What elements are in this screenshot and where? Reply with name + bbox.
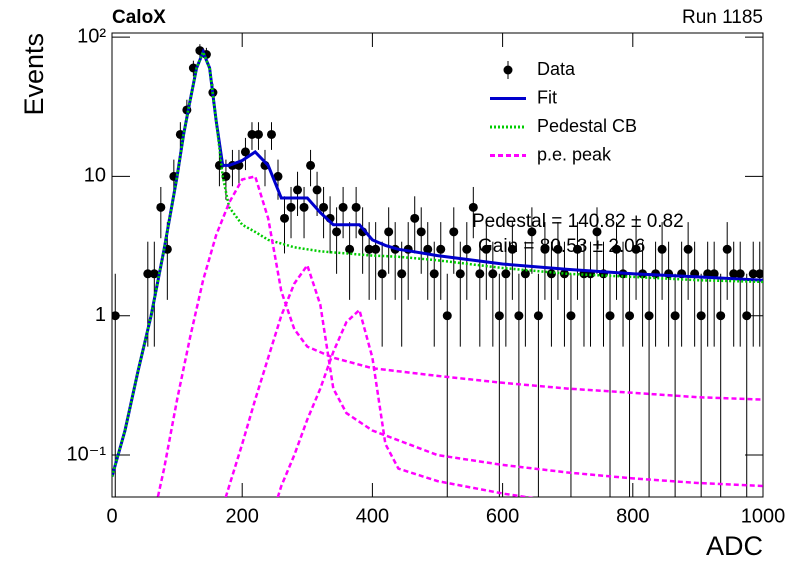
data-point — [410, 213, 420, 223]
data-point — [455, 269, 465, 279]
data-point — [729, 269, 739, 279]
data-point — [501, 269, 511, 279]
fit-curve — [156, 174, 763, 497]
fit-curve — [112, 48, 763, 478]
data-point — [540, 244, 550, 254]
data-point — [332, 227, 342, 237]
x-tick-label: 0 — [106, 505, 117, 527]
data-point — [670, 311, 680, 321]
x-tick-label: 400 — [356, 505, 389, 527]
data-point — [527, 227, 537, 237]
data-point — [384, 227, 394, 237]
data-point — [338, 202, 348, 212]
data-point — [312, 185, 322, 195]
y-axis-label: Events — [19, 33, 49, 116]
data-point — [748, 269, 758, 279]
data-point — [507, 244, 517, 254]
y-tick-label: 10² — [77, 25, 106, 47]
data-point — [514, 311, 524, 321]
fit-annotation: Pedestal = 140.82 ± 0.82 — [472, 211, 684, 232]
data-point — [488, 269, 498, 279]
data-point — [423, 244, 433, 254]
run-label: Run 1185 — [682, 7, 763, 28]
data-point — [156, 202, 166, 212]
plot-frame — [111, 32, 764, 498]
data-point — [735, 269, 745, 279]
data-point — [247, 129, 257, 139]
data-point — [742, 311, 752, 321]
data-point — [273, 171, 283, 181]
legend-label: Fit — [537, 87, 557, 107]
data-point — [351, 202, 361, 212]
fit-curve — [224, 262, 763, 497]
data-point — [716, 311, 726, 321]
data-point — [293, 185, 303, 195]
data-point — [475, 269, 485, 279]
data-point — [345, 244, 355, 254]
x-tick-label: 600 — [486, 505, 519, 527]
plot-area — [112, 44, 763, 497]
data-point — [494, 311, 504, 321]
data-point — [631, 244, 641, 254]
data-point — [566, 311, 576, 321]
data-point — [143, 269, 153, 279]
data-point — [149, 269, 159, 279]
legend-label: p.e. peak — [537, 144, 612, 164]
data-point — [520, 269, 530, 279]
data-point — [625, 311, 635, 321]
chart-title: CaloX — [112, 7, 166, 28]
data-point — [755, 269, 763, 279]
x-axis-label: ADC — [706, 531, 763, 561]
data-point — [605, 311, 615, 321]
data-point — [559, 269, 569, 279]
data-point — [112, 311, 120, 321]
legend-label: Pedestal CB — [537, 116, 637, 136]
data-point — [377, 269, 387, 279]
data-point — [286, 202, 296, 212]
data-point — [253, 129, 263, 139]
fit-annotation: Gain = 80.53 ± 2.06 — [478, 236, 645, 257]
data-point — [266, 129, 276, 139]
data-point — [221, 171, 231, 181]
data-point — [397, 269, 407, 279]
data-point — [449, 227, 459, 237]
data-point — [364, 244, 374, 254]
data-point — [722, 244, 732, 254]
x-tick-label: 1000 — [741, 505, 786, 527]
fit-curve — [276, 307, 534, 497]
legend-label: Data — [537, 59, 576, 79]
x-tick-label: 800 — [616, 505, 649, 527]
data-point — [306, 160, 316, 170]
data-point — [572, 244, 582, 254]
data-point — [553, 244, 563, 254]
data-point — [481, 244, 491, 254]
data-point — [657, 244, 667, 254]
data-point — [592, 227, 602, 237]
data-point — [442, 311, 452, 321]
fit-curve — [112, 48, 763, 477]
data-point — [612, 244, 622, 254]
y-tick-label: 1 — [95, 304, 106, 326]
data-point — [371, 244, 381, 254]
data-point — [683, 244, 693, 254]
legend-symbol — [503, 65, 513, 75]
data-point — [280, 213, 290, 223]
data-point — [709, 269, 719, 279]
x-tick-label: 200 — [226, 505, 259, 527]
y-tick-label: 10 — [84, 165, 106, 187]
data-point — [436, 244, 446, 254]
data-point — [416, 227, 426, 237]
data-point — [462, 244, 472, 254]
data-point — [696, 311, 706, 321]
y-tick-label: 10⁻¹ — [67, 443, 107, 465]
data-point — [240, 147, 250, 157]
data-point — [533, 311, 543, 321]
data-point — [319, 202, 329, 212]
data-point — [468, 202, 478, 212]
data-point — [299, 202, 309, 212]
data-point — [644, 311, 654, 321]
data-point — [429, 269, 439, 279]
